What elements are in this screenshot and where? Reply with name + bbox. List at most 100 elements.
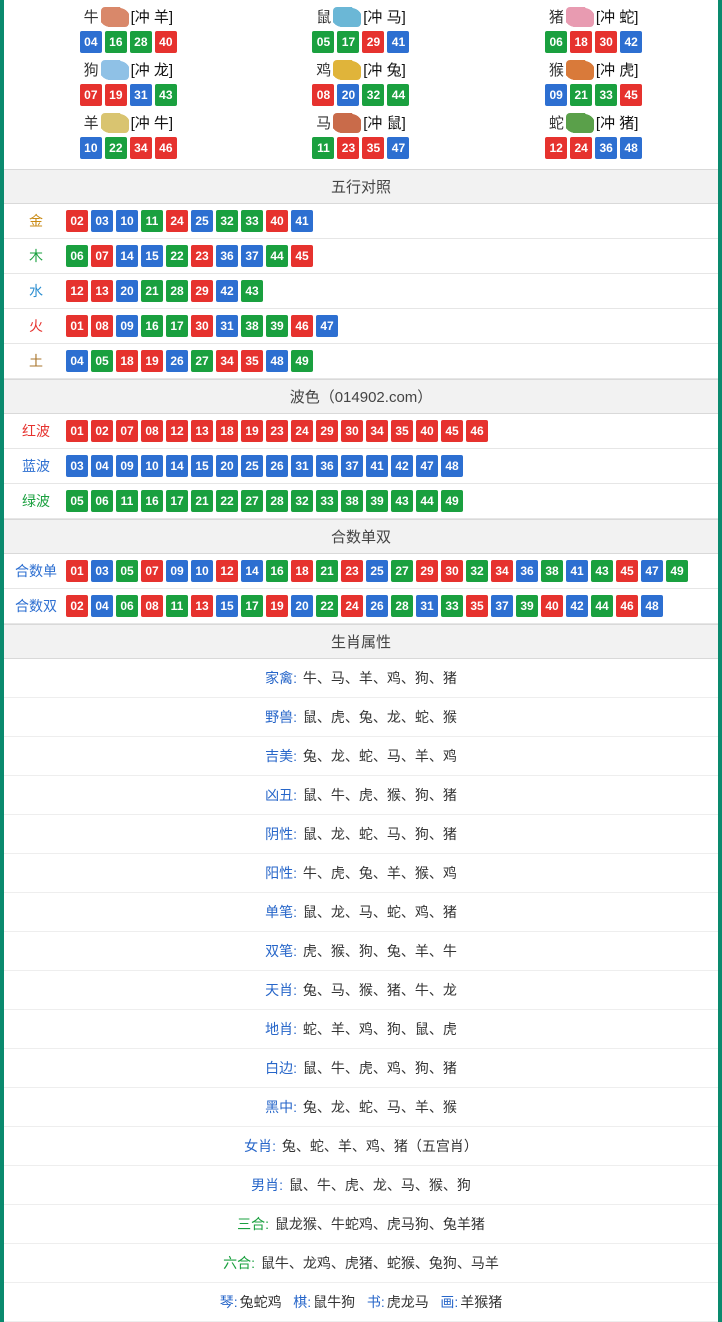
number-badge: 15 xyxy=(141,245,163,267)
zodiac-cell: 牛[冲 羊]04162840 xyxy=(12,6,245,53)
number-badge: 49 xyxy=(291,350,313,372)
number-badge: 25 xyxy=(366,560,388,582)
number-badge: 36 xyxy=(516,560,538,582)
zodiac-cell: 鼠[冲 马]05172941 xyxy=(245,6,478,53)
number-badge: 28 xyxy=(266,490,288,512)
data-row: 合数双0204060811131517192022242628313335373… xyxy=(4,589,718,624)
number-badge: 39 xyxy=(366,490,388,512)
number-badge: 43 xyxy=(391,490,413,512)
row-numbers: 03040910141520252631363741424748 xyxy=(66,455,463,477)
number-badge: 11 xyxy=(141,210,163,232)
number-badge: 21 xyxy=(570,84,592,106)
zodiac-icon xyxy=(101,60,129,80)
number-badge: 19 xyxy=(141,350,163,372)
number-badge: 22 xyxy=(105,137,127,159)
number-badge: 40 xyxy=(266,210,288,232)
number-badge: 02 xyxy=(66,595,88,617)
number-badge: 05 xyxy=(91,350,113,372)
number-badge: 09 xyxy=(116,315,138,337)
number-badge: 08 xyxy=(141,420,163,442)
section-header: 五行对照 xyxy=(4,169,718,204)
zodiac-icon xyxy=(101,7,129,27)
zodiac-chong: [冲 虎] xyxy=(596,59,639,80)
number-badge: 18 xyxy=(570,31,592,53)
number-badge: 32 xyxy=(466,560,488,582)
number-badge: 36 xyxy=(595,137,617,159)
number-badge: 28 xyxy=(130,31,152,53)
number-badge: 26 xyxy=(166,350,188,372)
number-badge: 14 xyxy=(116,245,138,267)
number-badge: 18 xyxy=(291,560,313,582)
zodiac-numbers: 06183042 xyxy=(477,31,710,53)
number-badge: 06 xyxy=(545,31,567,53)
number-badge: 31 xyxy=(291,455,313,477)
attr-row: 女肖: 兔、蛇、羊、鸡、猪（五宫肖） xyxy=(4,1127,718,1166)
zodiac-cell: 马[冲 鼠]11233547 xyxy=(245,112,478,159)
number-badge: 22 xyxy=(316,595,338,617)
attr-label: 野兽: xyxy=(265,709,301,725)
zodiac-head: 牛[冲 羊] xyxy=(12,6,245,27)
number-badge: 16 xyxy=(266,560,288,582)
number-badge: 10 xyxy=(80,137,102,159)
attr-label: 双笔: xyxy=(265,943,301,959)
number-badge: 35 xyxy=(241,350,263,372)
number-badge: 44 xyxy=(387,84,409,106)
number-badge: 48 xyxy=(620,137,642,159)
attr-text: 鼠龙猴、牛蛇鸡、虎马狗、兔羊猪 xyxy=(275,1216,485,1232)
attr-row: 单笔: 鼠、龙、马、蛇、鸡、猪 xyxy=(4,893,718,932)
attr-text: 鼠、牛、虎、猴、狗、猪 xyxy=(303,787,457,803)
attr-text: 鼠、牛、虎、鸡、狗、猪 xyxy=(303,1060,457,1076)
number-badge: 46 xyxy=(155,137,177,159)
attr-label: 吉美: xyxy=(265,748,301,764)
number-badge: 21 xyxy=(191,490,213,512)
number-badge: 05 xyxy=(312,31,334,53)
number-badge: 30 xyxy=(341,420,363,442)
number-badge: 44 xyxy=(416,490,438,512)
number-badge: 18 xyxy=(216,420,238,442)
number-badge: 21 xyxy=(316,560,338,582)
zodiac-name: 蛇 xyxy=(549,112,564,133)
number-badge: 16 xyxy=(141,315,163,337)
number-badge: 04 xyxy=(66,350,88,372)
number-badge: 41 xyxy=(566,560,588,582)
number-badge: 01 xyxy=(66,420,88,442)
number-badge: 40 xyxy=(155,31,177,53)
zodiac-head: 鸡[冲 兔] xyxy=(245,59,478,80)
attr-row: 天肖: 兔、马、猴、猪、牛、龙 xyxy=(4,971,718,1010)
number-badge: 17 xyxy=(241,595,263,617)
number-badge: 42 xyxy=(566,595,588,617)
number-badge: 11 xyxy=(166,595,188,617)
footer-key: 书: xyxy=(367,1294,385,1310)
zodiac-cell: 蛇[冲 猪]12243648 xyxy=(477,112,710,159)
number-badge: 44 xyxy=(266,245,288,267)
footer-row: 琴:兔蛇鸡 棋:鼠牛狗 书:虎龙马 画:羊猴猪 xyxy=(4,1283,718,1322)
number-badge: 01 xyxy=(66,315,88,337)
attr-row: 地肖: 蛇、羊、鸡、狗、鼠、虎 xyxy=(4,1010,718,1049)
zodiac-numbers: 09213345 xyxy=(477,84,710,106)
attr-label: 地肖: xyxy=(265,1021,301,1037)
number-badge: 20 xyxy=(337,84,359,106)
number-badge: 23 xyxy=(341,560,363,582)
row-label: 红波 xyxy=(14,421,58,441)
attr-row: 男肖: 鼠、牛、虎、龙、马、猴、狗 xyxy=(4,1166,718,1205)
number-badge: 20 xyxy=(291,595,313,617)
number-badge: 09 xyxy=(545,84,567,106)
number-badge: 30 xyxy=(595,31,617,53)
attr-text: 鼠牛、龙鸡、虎猪、蛇猴、兔狗、马羊 xyxy=(261,1255,499,1271)
page-container: 牛[冲 羊]04162840鼠[冲 马]05172941猪[冲 蛇]061830… xyxy=(0,0,722,1322)
data-row: 红波0102070812131819232429303435404546 xyxy=(4,414,718,449)
attr-label: 男肖: xyxy=(251,1177,287,1193)
number-badge: 17 xyxy=(337,31,359,53)
number-badge: 45 xyxy=(616,560,638,582)
zodiac-grid: 牛[冲 羊]04162840鼠[冲 马]05172941猪[冲 蛇]061830… xyxy=(4,0,718,169)
number-badge: 24 xyxy=(291,420,313,442)
number-badge: 33 xyxy=(595,84,617,106)
number-badge: 24 xyxy=(570,137,592,159)
number-badge: 06 xyxy=(91,490,113,512)
number-badge: 11 xyxy=(116,490,138,512)
number-badge: 02 xyxy=(91,420,113,442)
number-badge: 24 xyxy=(341,595,363,617)
number-badge: 30 xyxy=(191,315,213,337)
attr-text: 鼠、龙、蛇、马、狗、猪 xyxy=(303,826,457,842)
number-badge: 09 xyxy=(166,560,188,582)
